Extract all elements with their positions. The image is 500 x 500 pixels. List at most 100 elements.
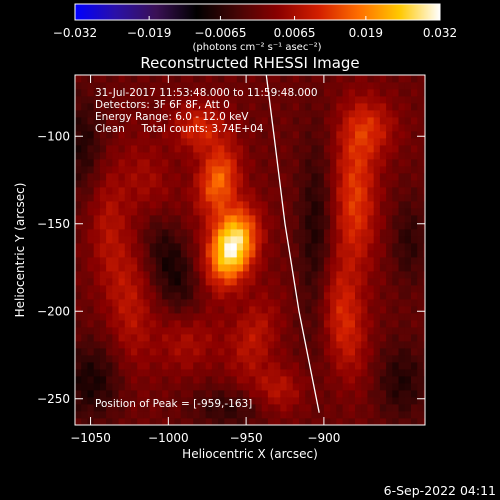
heatmap-pixel bbox=[286, 306, 294, 314]
heatmap-pixel bbox=[404, 152, 412, 160]
heatmap-pixel bbox=[211, 152, 219, 160]
heatmap-pixel bbox=[218, 383, 225, 391]
heatmap-pixel bbox=[342, 124, 350, 132]
heatmap-pixel bbox=[218, 369, 225, 377]
heatmap-pixel bbox=[174, 369, 182, 377]
heatmap-pixel bbox=[404, 159, 412, 167]
heatmap-pixel bbox=[205, 355, 213, 363]
heatmap-pixel bbox=[423, 341, 425, 349]
heatmap-pixel bbox=[81, 327, 88, 335]
heatmap-pixel bbox=[305, 222, 312, 230]
heatmap-pixel bbox=[330, 341, 337, 349]
heatmap-pixel bbox=[330, 257, 337, 265]
heatmap-pixel bbox=[205, 222, 213, 230]
heatmap-pixel bbox=[292, 271, 300, 279]
heatmap-pixel bbox=[143, 299, 151, 307]
heatmap-pixel bbox=[243, 96, 250, 104]
heatmap-pixel bbox=[155, 306, 163, 314]
heatmap-pixel bbox=[137, 250, 144, 258]
heatmap-pixel bbox=[199, 152, 207, 160]
heatmap-pixel bbox=[330, 208, 337, 216]
heatmap-pixel bbox=[379, 159, 387, 167]
heatmap-pixel bbox=[199, 82, 207, 90]
heatmap-pixel bbox=[93, 397, 101, 405]
heatmap-pixel bbox=[124, 131, 132, 139]
heatmap-pixel bbox=[99, 369, 107, 377]
heatmap-pixel bbox=[106, 180, 113, 188]
heatmap-pixel bbox=[299, 89, 306, 97]
heatmap-pixel bbox=[211, 236, 219, 244]
heatmap-pixel bbox=[124, 264, 132, 272]
heatmap-pixel bbox=[317, 292, 325, 300]
heatmap-pixel bbox=[392, 166, 399, 174]
heatmap-pixel bbox=[299, 96, 306, 104]
heatmap-pixel bbox=[180, 306, 188, 314]
heatmap-pixel bbox=[417, 96, 424, 104]
heatmap-pixel bbox=[330, 243, 337, 251]
heatmap-pixel bbox=[292, 131, 300, 139]
heatmap-pixel bbox=[267, 166, 275, 174]
heatmap-pixel bbox=[81, 250, 88, 258]
heatmap-pixel bbox=[143, 320, 151, 328]
heatmap-pixel bbox=[348, 110, 356, 118]
heatmap-pixel bbox=[280, 404, 287, 412]
heatmap-pixel bbox=[155, 369, 163, 377]
heatmap-pixel bbox=[417, 362, 424, 370]
heatmap-pixel bbox=[75, 397, 82, 405]
heatmap-pixel bbox=[404, 390, 412, 398]
heatmap-pixel bbox=[224, 138, 231, 146]
heatmap-pixel bbox=[187, 131, 194, 139]
heatmap-pixel bbox=[174, 96, 182, 104]
heatmap-pixel bbox=[81, 194, 88, 202]
heatmap-pixel bbox=[261, 264, 269, 272]
heatmap-pixel bbox=[404, 411, 412, 419]
heatmap-pixel bbox=[404, 82, 412, 90]
heatmap-pixel bbox=[124, 222, 132, 230]
heatmap-pixel bbox=[124, 397, 132, 405]
heatmap-pixel bbox=[249, 201, 256, 209]
heatmap-pixel bbox=[218, 397, 225, 405]
heatmap-pixel bbox=[99, 362, 107, 370]
heatmap-pixel bbox=[379, 250, 387, 258]
heatmap-pixel bbox=[323, 355, 331, 363]
heatmap-pixel bbox=[174, 187, 182, 195]
heatmap-pixel bbox=[286, 229, 294, 237]
heatmap-pixel bbox=[392, 152, 399, 160]
heatmap-pixel bbox=[131, 313, 138, 321]
heatmap-pixel bbox=[243, 292, 250, 300]
heatmap-pixel bbox=[311, 313, 319, 321]
heatmap-pixel bbox=[131, 103, 138, 111]
heatmap-pixel bbox=[274, 194, 281, 202]
heatmap-pixel bbox=[187, 194, 194, 202]
heatmap-pixel bbox=[180, 299, 188, 307]
heatmap-pixel bbox=[155, 215, 163, 223]
heatmap-pixel bbox=[386, 145, 393, 153]
heatmap-pixel bbox=[299, 124, 306, 132]
heatmap-pixel bbox=[348, 215, 356, 223]
heatmap-pixel bbox=[162, 124, 169, 132]
heatmap-pixel bbox=[367, 383, 375, 391]
heatmap-pixel bbox=[187, 313, 194, 321]
heatmap-pixel bbox=[379, 369, 387, 377]
heatmap-pixel bbox=[106, 383, 113, 391]
heatmap-pixel bbox=[255, 166, 263, 174]
heatmap-pixel bbox=[404, 229, 412, 237]
heatmap-pixel bbox=[417, 194, 424, 202]
heatmap-pixel bbox=[317, 271, 325, 279]
heatmap-pixel bbox=[174, 334, 182, 342]
heatmap-pixel bbox=[286, 96, 294, 104]
heatmap-pixel bbox=[199, 131, 207, 139]
heatmap-pixel bbox=[411, 411, 418, 419]
heatmap-pixel bbox=[317, 110, 325, 118]
heatmap-pixel bbox=[323, 306, 331, 314]
heatmap-pixel bbox=[392, 159, 399, 167]
heatmap-pixel bbox=[367, 278, 375, 286]
heatmap-pixel bbox=[230, 159, 238, 167]
heatmap-pixel bbox=[193, 334, 200, 342]
heatmap-pixel bbox=[386, 390, 393, 398]
heatmap-pixel bbox=[143, 110, 151, 118]
heatmap-pixel bbox=[299, 264, 306, 272]
heatmap-pixel bbox=[249, 348, 256, 356]
heatmap-pixel bbox=[112, 348, 119, 356]
heatmap-pixel bbox=[243, 390, 250, 398]
